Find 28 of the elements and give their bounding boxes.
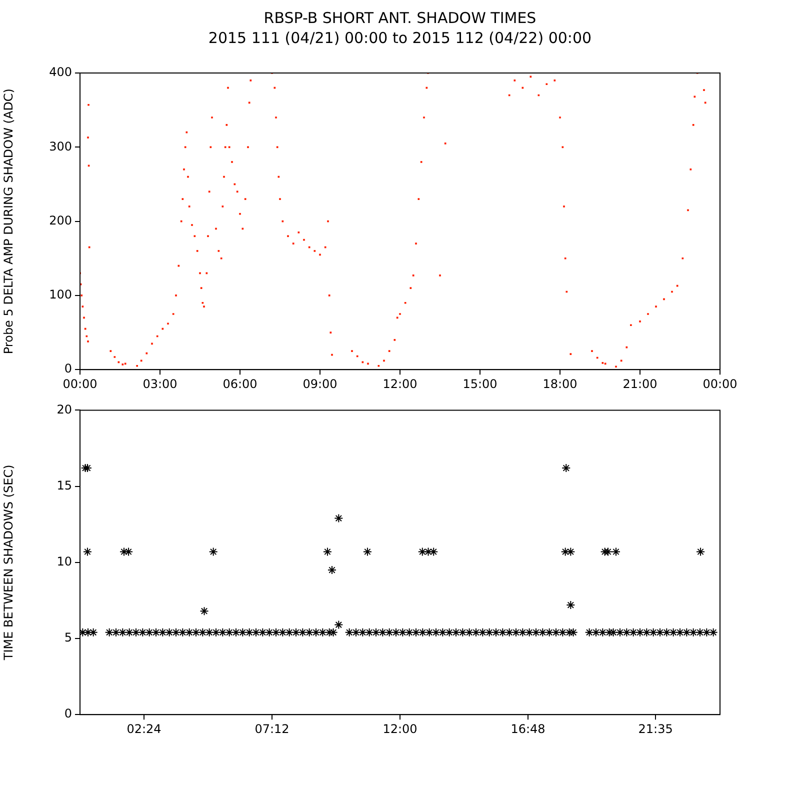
y-axis-title: TIME BETWEEN SHADOWS (SEC) [1,464,16,662]
y-tick-label: 0 [64,362,72,376]
y-tick-label: 10 [56,554,72,569]
x-tick-label: 21:00 [622,376,658,391]
x-tick-label: 12:00 [382,722,418,736]
x-tick-label: 00:00 [62,376,98,391]
x-tick-label: 06:00 [222,376,258,391]
chart-subtitle: 2015 111 (04/21) 00:00 to 2015 112 (04/22) 00:00 [207,28,593,48]
y-tick-label: 15 [56,478,72,492]
x-tick-label: 02:24 [126,722,162,736]
x-tick-label: 15:00 [462,376,498,391]
x-tick-label: 21:35 [638,722,673,736]
chart-title: RBSP-B SHORT ANT. SHADOW TIMES [262,8,538,28]
x-tick-label: 09:00 [302,376,338,391]
y-tick-label: 300 [49,139,72,154]
x-tick-label: 00:00 [702,376,738,391]
x-tick-label: 03:00 [142,376,178,391]
y-tick-label: 5 [64,630,72,645]
x-tick-label: 18:00 [542,376,578,391]
x-tick-label: 16:48 [510,722,546,736]
y-tick-label: 100 [49,288,72,302]
y-tick-label: 200 [49,213,72,228]
y-tick-label: 400 [49,65,72,80]
x-tick-label: 12:00 [382,376,418,391]
x-tick-label: 07:12 [254,722,290,736]
y-tick-label: 20 [56,402,72,416]
y-tick-label: 0 [64,706,72,721]
y-axis-title: Probe 5 DELTA AMP DURING SHADOW (ADC) [1,88,16,354]
